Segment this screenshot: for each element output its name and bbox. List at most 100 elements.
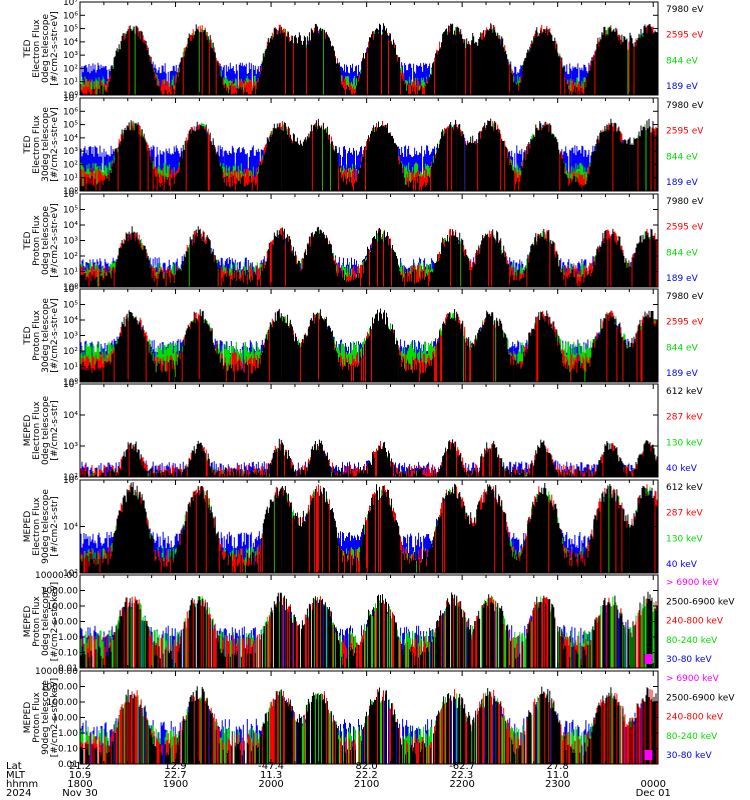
x-axis-value-hhmm: 0000 xyxy=(640,779,665,790)
y-tick-label: 10¹ xyxy=(63,363,78,373)
y-axis-label: 0deg telescope xyxy=(41,14,51,84)
legend-entry: 189 eV xyxy=(666,369,699,379)
y-tick-label: 10⁵ xyxy=(63,380,78,390)
y-axis-label: Electron Flux xyxy=(32,19,42,78)
y-axis-label: Electron Flux xyxy=(32,497,42,556)
panel-7: 0.01 0.10 1.00 10.00 100.00 1000.00 10000.00 ME… xyxy=(23,571,735,674)
y-tick-label: 10000.00 xyxy=(35,667,78,677)
y-axis-label: Proton Flux xyxy=(32,692,42,743)
y-axis-label: MEPED xyxy=(23,415,33,447)
series-magenta-panel-7 xyxy=(644,654,653,664)
y-tick-label: 100.00 xyxy=(47,602,79,612)
legend-entry: 2595 eV xyxy=(666,223,704,233)
y-axis-label: Proton Flux xyxy=(32,596,42,647)
y-tick-label: 10² xyxy=(63,64,78,74)
panel-8: 0.01 0.10 1.00 10.00 100.00 1000.00 10000.00 ME… xyxy=(23,667,735,770)
y-tick-label: 10.00 xyxy=(52,618,78,628)
y-axis-label: 30deg telescope xyxy=(41,107,51,182)
y-tick-label: 1.00 xyxy=(58,729,78,739)
panel-4: 10⁰ 10¹ 10² 10³ 10⁴ 10⁵ 10⁶ TED Proton Flux 30deg… xyxy=(23,285,704,388)
y-axis-label: [#/cm2-s-str-eV] xyxy=(50,203,60,278)
y-tick-label: 10⁰ xyxy=(63,187,78,197)
legend-entry: 240-800 keV xyxy=(666,617,724,627)
legend-entry: > 6900 keV xyxy=(666,674,720,684)
panel-6: 10² 10⁴ 10⁶ MEPED Electron Flux 90deg telesco… xyxy=(23,476,703,579)
panel-1: 10⁰ 10¹ 10² 10³ 10⁴ 10⁵ 10⁶ 10⁷ TED Electron Flux… xyxy=(23,0,704,101)
y-tick-label: 10.00 xyxy=(52,714,78,724)
y-axis-label: 90deg telescope xyxy=(41,680,51,755)
x-axis-value-mlt: 22.2 xyxy=(355,770,377,781)
x-axis-value-hhmm: 1900 xyxy=(163,779,188,790)
x-axis-value-hhmm: 2000 xyxy=(258,779,283,790)
y-tick-label: 10² xyxy=(63,569,78,579)
legend-entry: 40 keV xyxy=(666,464,698,474)
legend-entry: 40 keV xyxy=(666,560,698,570)
series-black-panel-3 xyxy=(80,226,658,287)
y-axis-label: TED xyxy=(23,39,33,58)
legend-entry: 2595 eV xyxy=(666,31,704,41)
y-tick-label: 1.00 xyxy=(58,633,78,643)
x-axis-value-mlt: 11.3 xyxy=(260,770,282,781)
x-axis-value-hhmm: 1800 xyxy=(67,779,92,790)
y-axis-label: [#/cm2-s-str] xyxy=(50,496,60,556)
y-axis-label: [#/cm2-s-str-eV] xyxy=(50,298,60,373)
x-axis-value-lat: 27.8 xyxy=(547,761,569,772)
legend-entry: 7980 eV xyxy=(666,101,704,111)
series-black-panel-6 xyxy=(80,482,658,573)
y-tick-label: 10⁶ xyxy=(63,107,78,117)
legend-entry: 80-240 keV xyxy=(666,732,718,742)
y-tick-label: 0.10 xyxy=(58,745,78,755)
y-tick-label: 10⁷ xyxy=(63,94,78,104)
legend-entry: 2595 eV xyxy=(666,127,704,137)
legend-entry: 844 eV xyxy=(666,248,699,258)
y-tick-label: 10² xyxy=(63,473,78,483)
panel-frame xyxy=(79,383,659,478)
x-axis-value-date: Dec 01 xyxy=(636,788,671,799)
y-axis-label: TED xyxy=(23,326,33,345)
y-tick-label: 1000.00 xyxy=(41,683,78,693)
y-tick-label: 0.01 xyxy=(58,664,78,674)
legend-entry: 240-800 keV xyxy=(666,713,724,723)
x-axis-value-hhmm: 2300 xyxy=(545,779,570,790)
legend-entry: 189 eV xyxy=(666,82,699,92)
y-tick-label: 10⁴ xyxy=(63,523,78,533)
legend-entry: 7980 eV xyxy=(666,197,704,207)
y-tick-label: 10³ xyxy=(63,237,78,247)
legend-entry: 287 keV xyxy=(666,509,703,519)
y-tick-label: 10³ xyxy=(63,442,78,452)
y-axis-label: 0deg telescope xyxy=(41,396,51,466)
y-tick-label: 10⁰ xyxy=(63,378,78,388)
legend-entry: 2500-6900 keV xyxy=(666,597,735,607)
series-black-panel-7 xyxy=(80,591,658,668)
x-axis-value-lat: -47.4 xyxy=(258,761,284,772)
y-tick-label: 10⁰ xyxy=(63,91,78,101)
y-tick-label: 10⁶ xyxy=(63,190,78,200)
y-tick-label: 0.10 xyxy=(58,649,78,659)
x-axis-value-mlt: 11.0 xyxy=(547,770,569,781)
legend-entry: 130 keV xyxy=(666,438,703,448)
y-tick-label: 100.00 xyxy=(47,698,79,708)
legend-entry: 844 eV xyxy=(666,152,699,162)
y-axis-label: [#/cm2-s-str-eV] xyxy=(50,11,60,86)
y-axis-label: [#/cm2-s-str-eV] xyxy=(50,107,60,182)
y-tick-label: 10¹ xyxy=(63,268,78,278)
x-axis-row-label: Lat xyxy=(6,761,22,772)
y-axis-label: TED xyxy=(23,231,33,250)
legend-entry: 2500-6900 keV xyxy=(666,693,735,703)
x-axis-value-hhmm: 2100 xyxy=(354,779,379,790)
legend-entry: 612 keV xyxy=(666,483,703,493)
legend-entry: 130 keV xyxy=(666,534,703,544)
y-tick-label: 10³ xyxy=(63,51,78,61)
y-axis-label: 90deg telescope xyxy=(41,489,51,564)
y-axis-label: [#/cm2-s-str-keV] xyxy=(50,582,60,661)
y-tick-label: 10¹ xyxy=(63,174,78,184)
panel-3: 10⁰ 10¹ 10² 10³ 10⁴ 10⁵ 10⁶ TED Proton Flux 0deg … xyxy=(23,190,704,293)
y-tick-label: 10⁴ xyxy=(63,134,78,144)
legend-entry: > 6900 keV xyxy=(666,578,720,588)
legend-entry: 7980 eV xyxy=(666,5,704,15)
legend-entry: 612 keV xyxy=(666,387,703,397)
y-tick-label: 10² xyxy=(63,160,78,170)
y-tick-label: 10³ xyxy=(63,147,78,157)
y-tick-label: 10⁶ xyxy=(63,11,78,21)
